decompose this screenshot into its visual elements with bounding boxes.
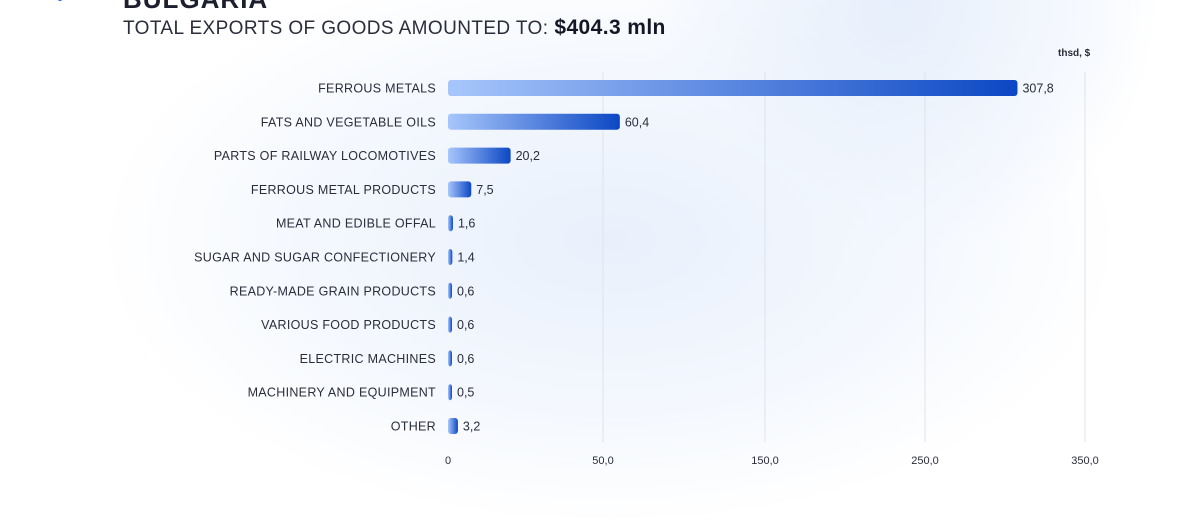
subtitle-text: TOTAL EXPORTS OF GOODS AMOUNTED TO: [123,18,549,39]
category-label: MACHINERY AND EQUIPMENT [248,386,436,400]
category-label: READY-MADE GRAIN PRODUCTS [230,284,436,298]
category-label: MEAT AND EDIBLE OFFAL [276,217,436,231]
total-value: $404.3 mln [554,16,666,39]
category-label: VARIOUS FOOD PRODUCTS [261,318,436,332]
bar [448,316,452,333]
unit-label: thsd, $ [1058,48,1091,59]
category-label: PARTS OF RAILWAY LOCOMOTIVES [214,149,436,163]
category-label: SUGAR AND SUGAR CONFECTIONERY [194,251,436,265]
x-tick-label: 0 [445,455,451,467]
value-label: 0,5 [457,386,474,400]
category-label: FERROUS METALS [318,82,436,96]
bar [448,215,453,232]
value-label: 3,2 [463,420,480,434]
bar [448,181,472,198]
country-title: BULGARIA [123,0,268,12]
labels: FERROUS METALS 307,8 FATS AND VEGETABLE OI… [194,82,1054,434]
value-label: 0,6 [457,318,474,332]
category-label: FATS AND VEGETABLE OILS [261,115,436,129]
value-label: 0,6 [457,284,474,298]
x-tick-label: 250,0 [911,455,939,467]
value-label: 20,2 [516,149,540,163]
category-label: FERROUS METAL PRODUCTS [251,183,436,197]
bar [448,350,452,367]
x-axis-ticks: 0 50,0 150,0 250,0 350,0 [445,455,1099,467]
bar [448,249,453,265]
bar [448,80,1018,96]
value-label: 7,5 [476,183,493,197]
bar-chart: FERROUS METALS 307,8 FATS AND VEGETABLE OI… [194,72,1099,467]
bar [448,418,458,434]
bar [448,384,452,401]
x-tick-label: 50,0 [592,455,613,467]
bar [448,147,511,164]
value-label: 1,6 [458,217,475,231]
value-label: 1,4 [457,251,474,265]
x-tick-label: 350,0 [1071,455,1099,467]
bar [448,113,620,130]
value-label: 307,8 [1022,82,1053,96]
grid-lines [602,72,1086,442]
bar [448,282,452,299]
bars [448,80,1018,434]
value-label: 0,6 [457,352,474,366]
category-label: ELECTRIC MACHINES [300,352,436,366]
value-label: 60,4 [625,115,649,129]
chart-subtitle: TOTAL EXPORTS OF GOODS AMOUNTED TO: $404.… [123,16,666,40]
x-tick-label: 150,0 [751,455,779,467]
category-label: OTHER [391,420,436,434]
